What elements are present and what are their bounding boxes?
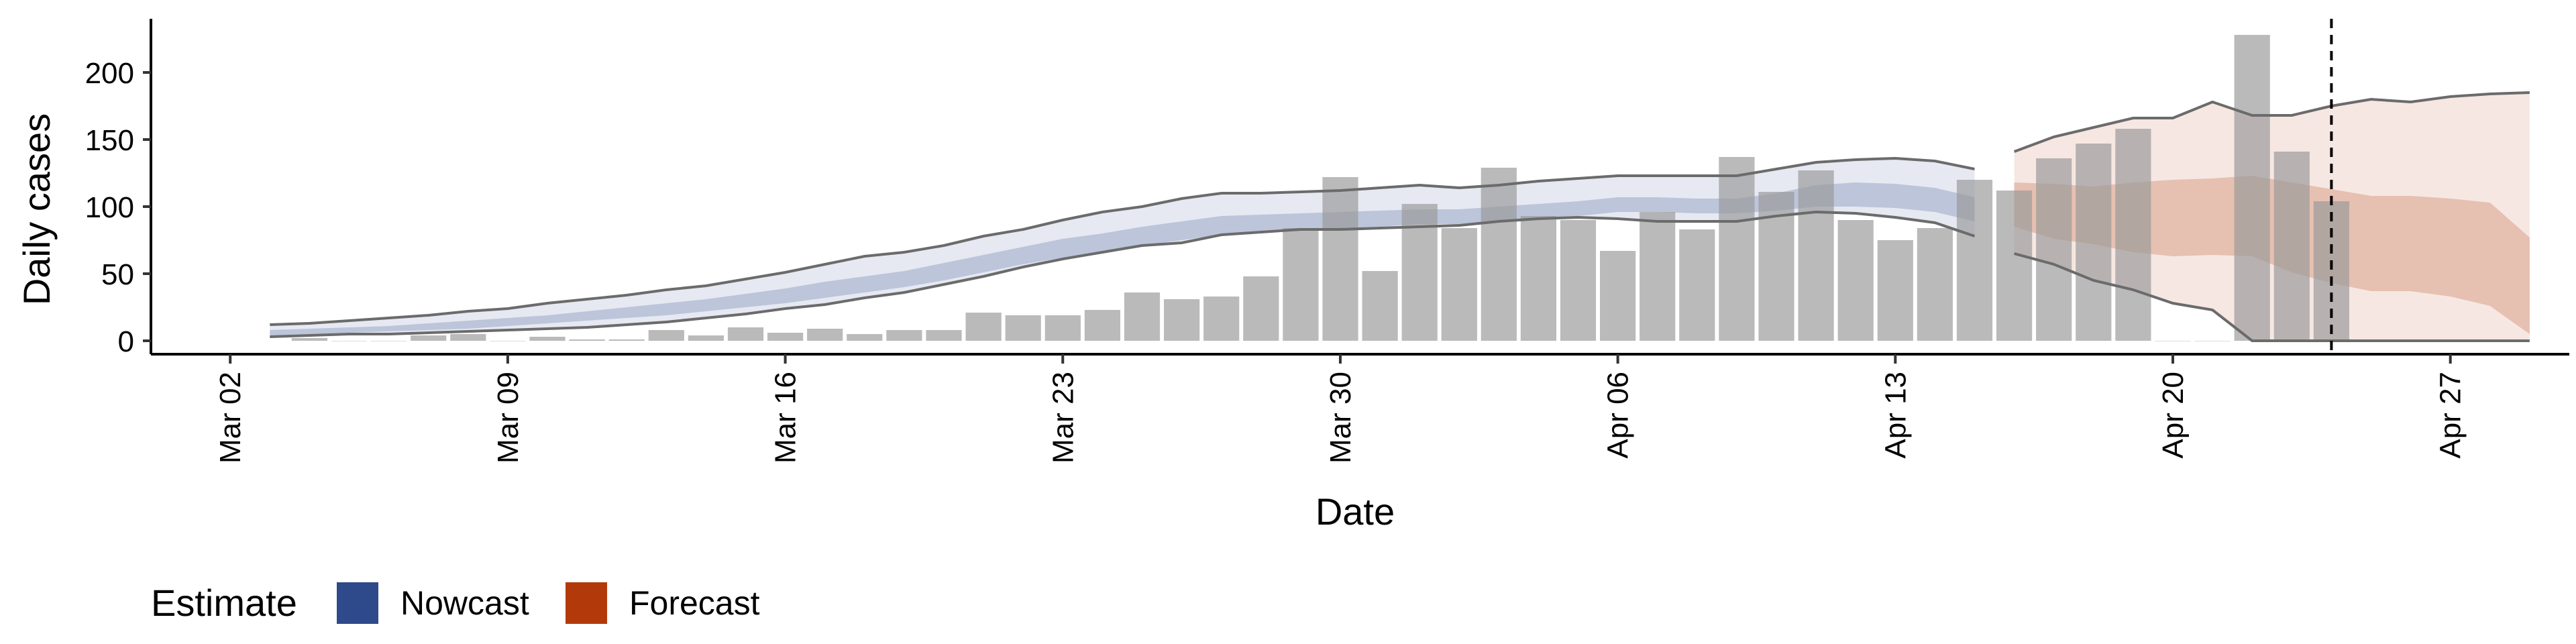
x-tick-label-4: Mar 30: [1324, 372, 1357, 464]
bar-2020-03-21: [965, 313, 1002, 341]
bar-2020-04-18: [2076, 144, 2112, 341]
bar-2020-03-27: [1203, 297, 1240, 341]
x-tick-label-5: Apr 06: [1602, 372, 1635, 459]
legend-swatch-nowcast: [337, 582, 378, 624]
bar-2020-03-08: [450, 334, 486, 341]
x-tick-label-0: Mar 02: [214, 372, 247, 464]
legend-swatch-forecast: [566, 582, 607, 624]
bar-2020-04-19: [2115, 129, 2151, 341]
bar-2020-04-05: [1560, 220, 1597, 341]
bar-2020-03-17: [807, 329, 843, 341]
bar-2020-04-13: [1877, 240, 1913, 341]
bar-2020-03-23: [1044, 315, 1081, 341]
bar-2020-04-14: [1917, 228, 1953, 341]
legend-title: Estimate: [151, 582, 297, 624]
bar-2020-04-22: [2234, 35, 2270, 341]
y-axis: 0 50 100 150 200: [85, 19, 152, 358]
bar-2020-03-30: [1322, 177, 1358, 341]
bar-2020-04-08: [1679, 229, 1715, 341]
bar-2020-04-12: [1837, 220, 1874, 341]
x-tick-label-1: Mar 09: [492, 372, 525, 464]
bar-2020-04-17: [2036, 158, 2072, 341]
bar-2020-04-09: [1719, 157, 1755, 341]
plot-area: [270, 19, 2530, 354]
legend: Estimate Nowcast Forecast: [151, 582, 760, 624]
bar-2020-03-31: [1362, 271, 1398, 341]
bar-2020-04-03: [1481, 168, 1517, 341]
bar-2020-03-13: [648, 330, 684, 341]
band-upper-line-forecast: [2013, 91, 2530, 153]
bar-2020-03-25: [1124, 292, 1161, 341]
x-tick-label-8: Apr 27: [2434, 372, 2467, 459]
y-tick-label-100: 100: [85, 191, 134, 224]
band-upper-line-nowcast: [270, 156, 1975, 326]
x-axis-title: Date: [1316, 490, 1395, 533]
legend-label-forecast: Forecast: [629, 584, 760, 622]
bar-2020-04-01: [1401, 204, 1438, 341]
x-tick-label-6: Apr 13: [1879, 372, 1912, 459]
y-axis-title: Daily cases: [15, 113, 58, 305]
bar-2020-04-16: [1996, 191, 2033, 341]
bar-2020-03-20: [926, 330, 962, 341]
band-lower-line-forecast: [2014, 252, 2530, 342]
bar-2020-03-29: [1283, 228, 1319, 341]
bar-2020-03-26: [1164, 299, 1200, 341]
bar-2020-03-22: [1005, 315, 1041, 341]
y-tick-label-150: 150: [85, 124, 134, 157]
bar-2020-03-04: [291, 338, 327, 341]
bar-2020-04-24: [2313, 201, 2349, 341]
y-tick-label-50: 50: [101, 258, 134, 291]
bar-2020-04-15: [1956, 180, 1993, 341]
bar-2020-03-24: [1084, 310, 1120, 341]
bar-2020-04-02: [1441, 228, 1477, 341]
bar-2020-03-16: [767, 333, 804, 341]
x-axis: Mar 02 Mar 09 Mar 16 Mar 23 Mar 30 Apr 06 Apr …: [151, 353, 2569, 464]
bar-2020-03-28: [1243, 276, 1279, 341]
bar-2020-03-14: [688, 335, 724, 341]
band-lower-line-nowcast: [270, 210, 1976, 338]
bar-2020-03-19: [886, 330, 922, 341]
x-tick-label-3: Mar 23: [1046, 372, 1079, 464]
y-tick-label-0: 0: [118, 325, 134, 358]
bar-2020-03-12: [608, 339, 645, 341]
bar-2020-03-15: [727, 327, 764, 341]
bar-2020-04-11: [1798, 170, 1834, 341]
bar-2020-03-11: [569, 339, 605, 341]
x-tick-label-7: Apr 20: [2157, 372, 2190, 459]
x-tick-label-2: Mar 16: [769, 372, 802, 464]
bar-2020-03-07: [411, 335, 447, 341]
legend-label-nowcast: Nowcast: [400, 584, 529, 622]
bar-2020-03-10: [529, 337, 566, 341]
y-tick-label-200: 200: [85, 57, 134, 90]
bar-2020-04-06: [1600, 251, 1636, 341]
bar-2020-04-07: [1640, 212, 1676, 341]
bar-2020-04-04: [1520, 216, 1556, 341]
bar-2020-03-18: [847, 334, 883, 341]
bar-2020-04-23: [2273, 152, 2310, 341]
